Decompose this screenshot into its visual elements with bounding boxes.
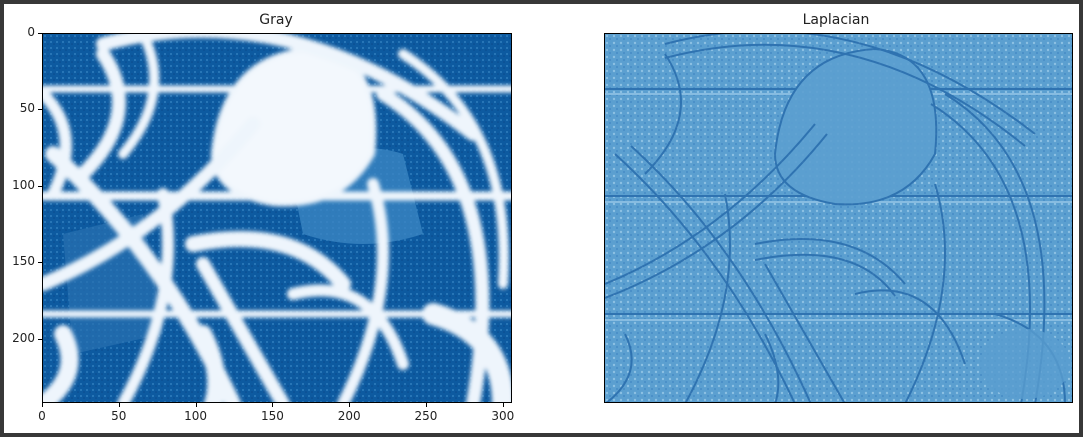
y-tick-mark <box>38 338 42 340</box>
gray-title: Gray <box>259 12 293 28</box>
y-tick-label: 200 <box>12 330 35 345</box>
x-tick-label: 300 <box>491 409 515 423</box>
y-tick-mark <box>38 185 42 187</box>
figure: Gray <box>4 4 1079 433</box>
x-tick-mark <box>118 403 120 407</box>
x-tick-label: 100 <box>184 409 208 423</box>
laplacian-image <box>605 34 1072 402</box>
x-tick-mark <box>272 403 274 407</box>
gray-image <box>43 34 511 402</box>
x-tick-label: 0 <box>38 409 46 423</box>
gray-image-axes <box>42 33 512 403</box>
x-tick-mark <box>425 403 427 407</box>
x-tick-mark <box>502 403 504 407</box>
y-tick-mark <box>38 109 42 111</box>
y-tick-label: 100 <box>12 177 35 192</box>
x-tick-mark <box>195 403 197 407</box>
y-tick-label: 50 <box>19 101 35 116</box>
x-tick-mark <box>349 403 351 407</box>
laplacian-image-axes <box>604 33 1073 403</box>
y-tick-mark <box>38 33 42 34</box>
x-tick-label: 150 <box>260 409 284 423</box>
y-tick-label: 150 <box>12 254 35 269</box>
x-tick-label: 50 <box>111 409 127 423</box>
laplacian-title: Laplacian <box>802 12 870 28</box>
y-tick-mark <box>38 262 42 264</box>
x-tick-label: 250 <box>414 409 438 423</box>
x-tick-mark <box>42 403 43 407</box>
y-tick-label: 0 <box>27 25 35 39</box>
x-tick-label: 200 <box>337 409 361 423</box>
